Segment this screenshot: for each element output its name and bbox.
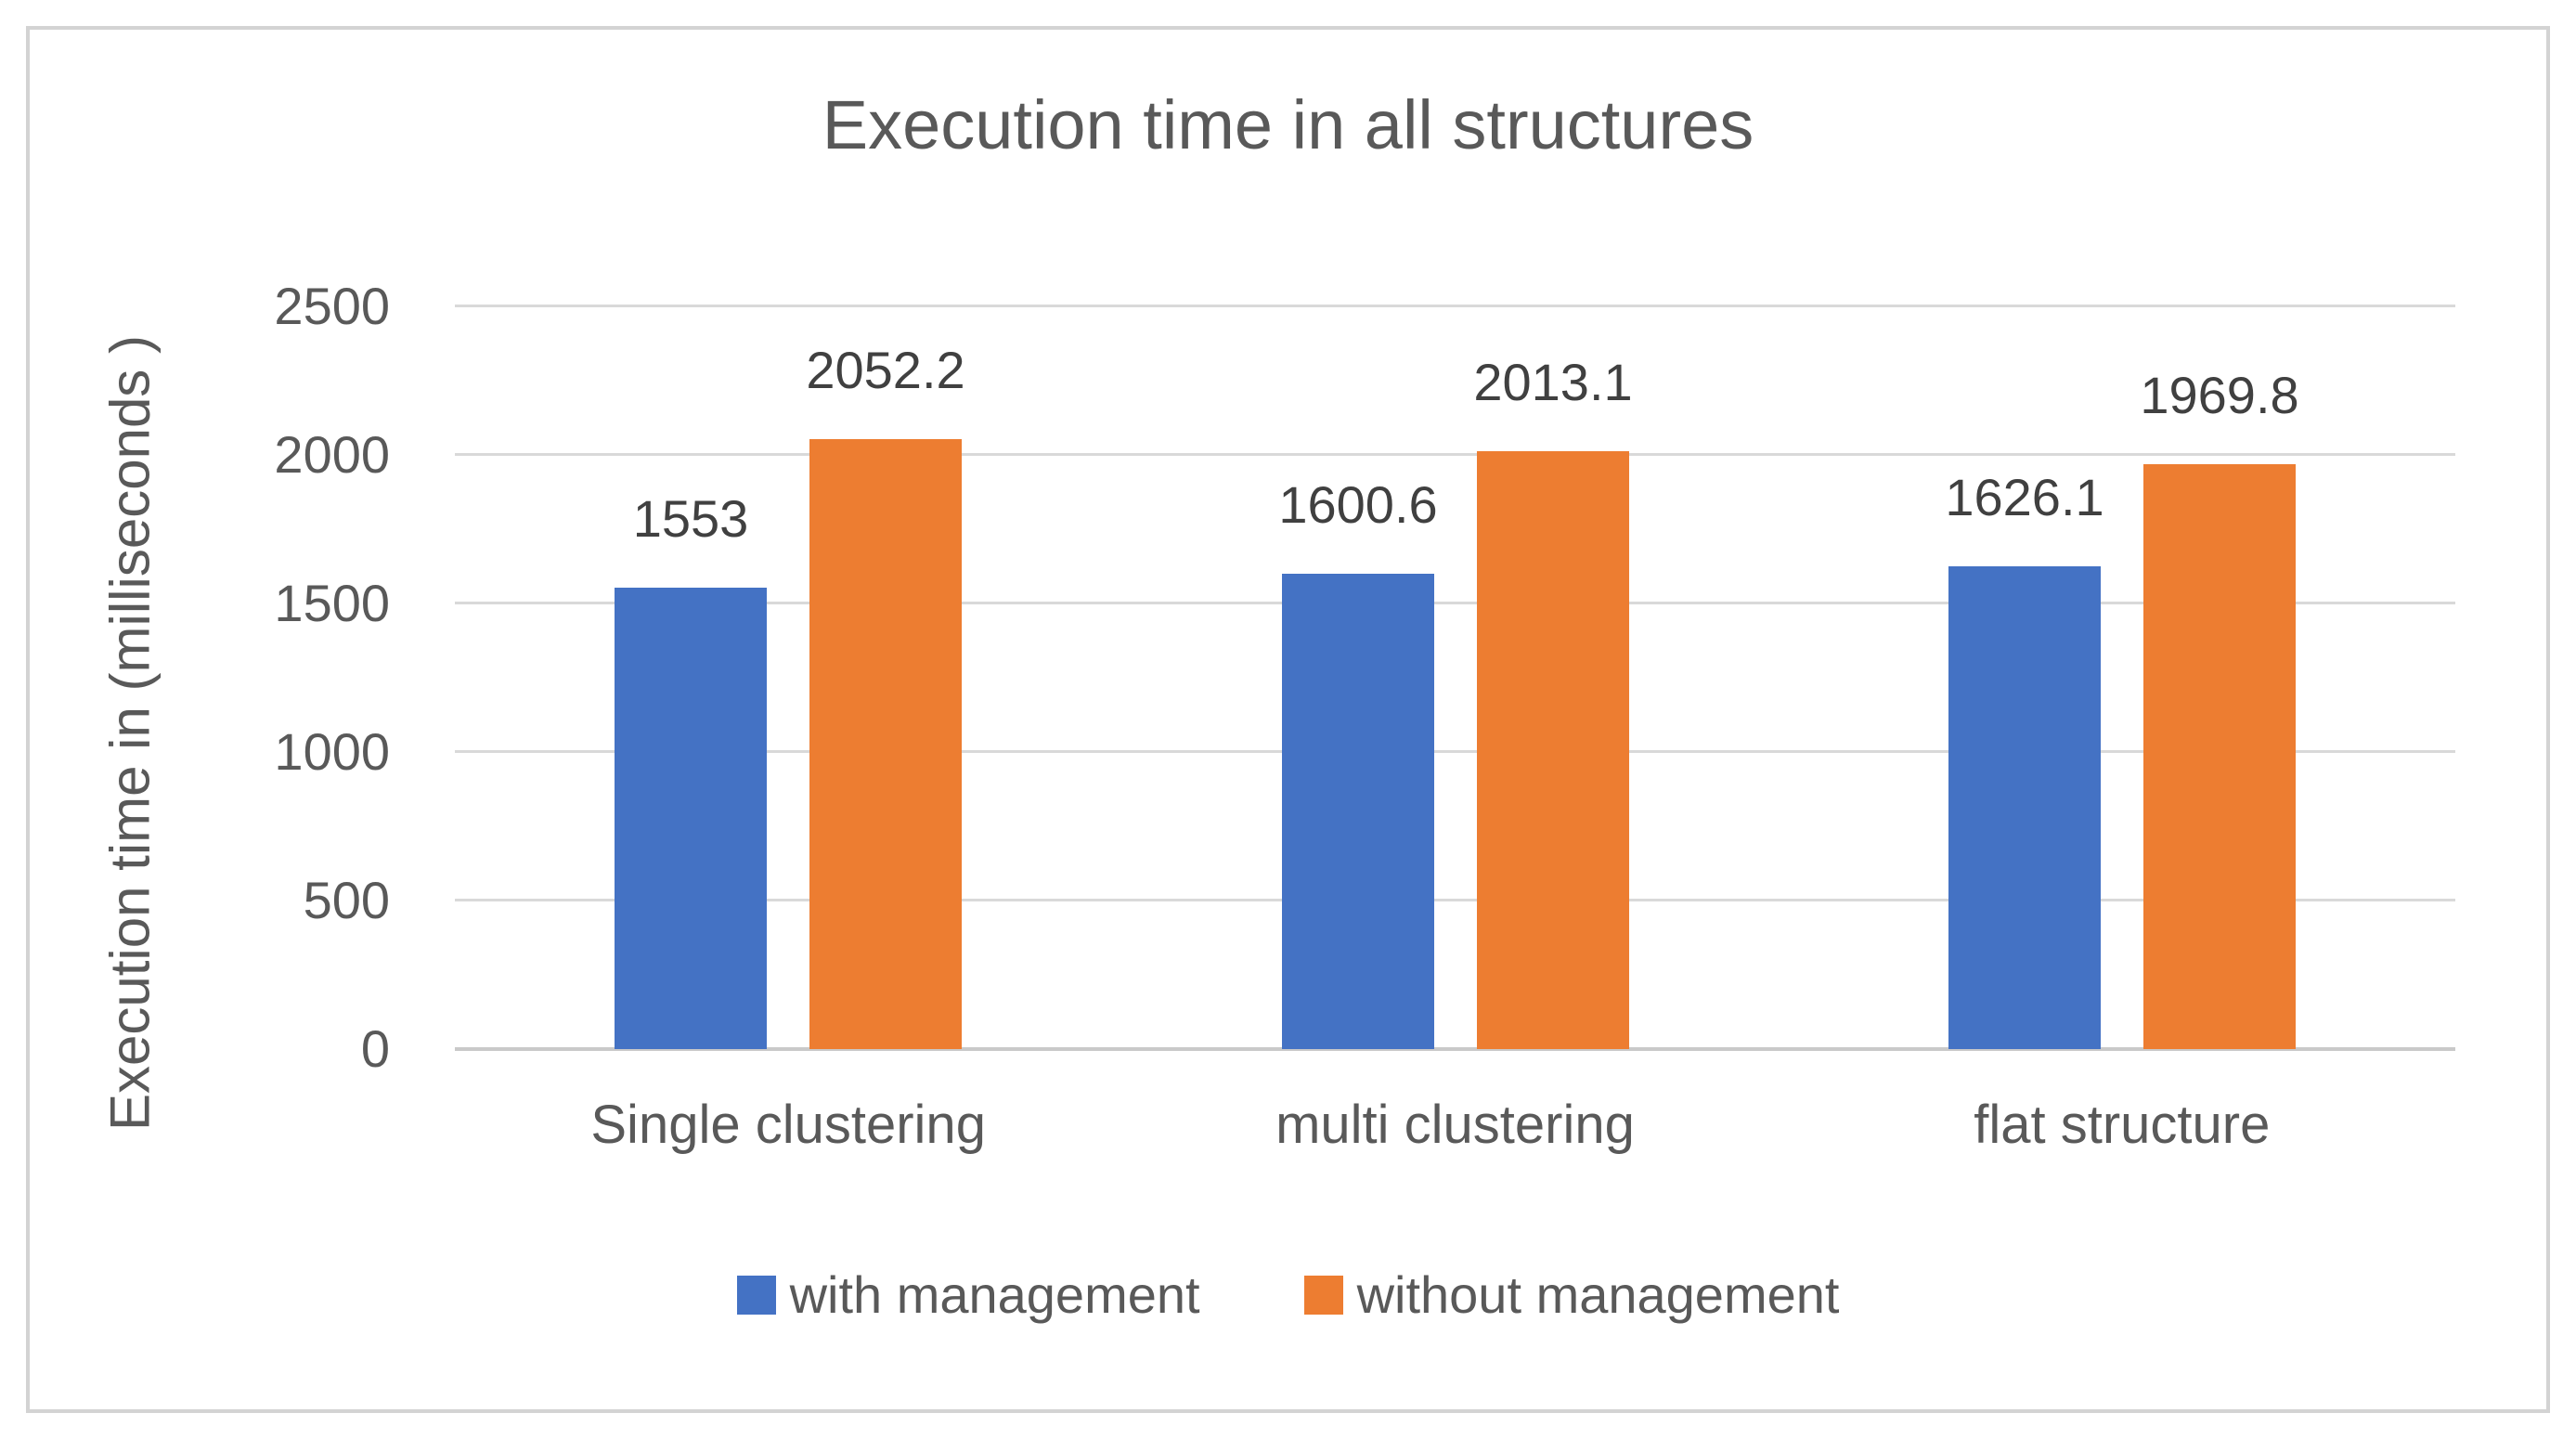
bar-without-management bbox=[809, 439, 962, 1049]
gridline bbox=[455, 305, 2455, 307]
y-axis-title: Execution time in (milliseconds ) bbox=[93, 200, 167, 1267]
data-label: 1553 bbox=[632, 489, 749, 548]
bar-with-management bbox=[615, 588, 767, 1049]
gridline bbox=[455, 453, 2455, 456]
y-tick-label: 2500 bbox=[274, 277, 390, 335]
data-label: 1969.8 bbox=[2140, 366, 2299, 424]
category-label: flat structure bbox=[1974, 1095, 2271, 1155]
gridline bbox=[455, 899, 2455, 901]
legend-label: with management bbox=[789, 1265, 1200, 1324]
plot-area: 1553 2052.2 1600.6 2013.1 1626.1 1969.8 bbox=[455, 305, 2455, 1051]
chart-title: Execution time in all structures bbox=[822, 86, 1754, 163]
legend-swatch-icon bbox=[736, 1276, 776, 1315]
data-label: 1626.1 bbox=[1945, 468, 2104, 526]
y-axis-title-text: Execution time in (milliseconds ) bbox=[98, 335, 162, 1132]
x-axis-line bbox=[455, 1047, 2455, 1051]
bar-with-management bbox=[1948, 566, 2101, 1049]
gridline bbox=[455, 602, 2455, 604]
gridline bbox=[455, 750, 2455, 753]
legend: with management without management bbox=[0, 1264, 2576, 1326]
category-label: Single clustering bbox=[590, 1095, 986, 1155]
y-tick-label: 0 bbox=[360, 1019, 390, 1078]
data-label: 2052.2 bbox=[806, 341, 965, 399]
legend-item-with-management: with management bbox=[736, 1264, 1200, 1326]
bar-with-management bbox=[1282, 574, 1434, 1049]
data-label: 1600.6 bbox=[1278, 475, 1438, 534]
y-tick-label: 2000 bbox=[274, 425, 390, 484]
legend-swatch-icon bbox=[1303, 1276, 1343, 1315]
data-label: 2013.1 bbox=[1473, 353, 1633, 411]
bar-without-management bbox=[1477, 451, 1629, 1049]
legend-label: without management bbox=[1356, 1265, 1840, 1324]
legend-item-without-management: without management bbox=[1303, 1264, 1840, 1326]
category-label: multi clustering bbox=[1275, 1095, 1635, 1155]
y-tick-label: 1000 bbox=[274, 722, 390, 781]
bar-without-management bbox=[2143, 464, 2296, 1049]
y-tick-label: 500 bbox=[303, 871, 390, 929]
y-tick-label: 1500 bbox=[274, 574, 390, 632]
